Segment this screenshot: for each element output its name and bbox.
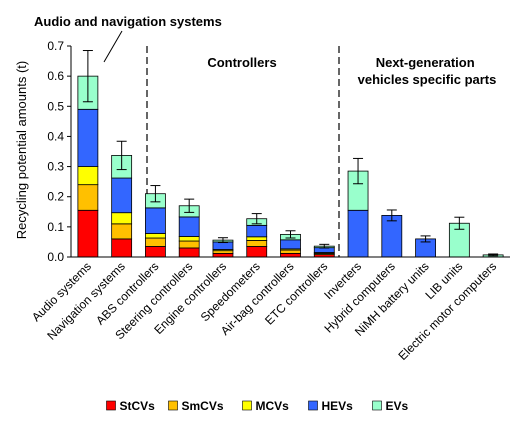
bar-segment-mcvs-5 xyxy=(246,236,268,241)
bar-segment-stcvs-2 xyxy=(145,246,166,258)
bar-segment-smcvs-4 xyxy=(212,250,234,254)
legend-swatch xyxy=(308,400,318,411)
bar-segment-stcvs-3 xyxy=(178,247,200,258)
group-label-next-generation-line-1: Next-generation xyxy=(376,55,475,70)
bar-segment-stcvs-1 xyxy=(111,238,133,258)
bar-segment-smcvs-0 xyxy=(77,184,99,211)
error-bar-4 xyxy=(217,237,228,244)
bar-segment-hevs-9 xyxy=(381,214,403,258)
group-label-next-generation: Next-generation vehicles specific parts xyxy=(358,55,497,87)
y-axis: 0.0 0.1 0.2 0.3 0.4 0.5 0.6 0.7 xyxy=(47,39,510,264)
bar-segment-smcvs-1 xyxy=(111,223,133,240)
legend-swatch xyxy=(168,400,178,411)
bar-segment-mcvs-3 xyxy=(178,236,200,242)
bar-segment-mcvs-0 xyxy=(77,166,99,186)
bar-segment-smcvs-6 xyxy=(280,249,301,254)
legend-item-mcvs: MCVs xyxy=(242,399,290,413)
y-tick-label: 0.2 xyxy=(47,190,64,204)
bar-segment-mcvs-1 xyxy=(111,212,133,225)
legend-item-hevs: HEVs xyxy=(308,399,354,413)
legend-swatch xyxy=(242,400,252,411)
error-bar-7 xyxy=(319,243,330,249)
legend-swatch xyxy=(372,400,382,411)
bar-segment-smcvs-2 xyxy=(145,237,166,247)
error-bar-11 xyxy=(454,216,465,230)
legend: StCVs SmCVs MCVs HEVs EVs xyxy=(106,399,409,413)
y-tick-label: 0.4 xyxy=(47,129,64,143)
error-bars xyxy=(82,50,499,257)
error-bar-12 xyxy=(488,253,499,257)
legend-label: StCVs xyxy=(120,399,156,413)
y-tick-label: 0.3 xyxy=(47,160,64,174)
legend-item-evs: EVs xyxy=(372,399,409,413)
bar-segment-stcvs-0 xyxy=(77,209,99,258)
legend-item-stcvs: StCVs xyxy=(106,399,156,413)
error-bar-0 xyxy=(82,50,93,103)
group-label-audio-navigation: Audio and navigation systems xyxy=(34,14,222,29)
legend-label: EVs xyxy=(386,399,409,413)
bars xyxy=(77,75,504,258)
bar-segment-hevs-8 xyxy=(347,209,369,258)
bar-segment-stcvs-5 xyxy=(246,246,268,258)
bar-segment-smcvs-3 xyxy=(178,240,200,249)
y-tick-label: 0.6 xyxy=(47,69,64,83)
group-label-pointer xyxy=(103,30,123,63)
error-bar-3 xyxy=(184,198,195,213)
error-bar-9 xyxy=(386,209,397,222)
bar-segment-hevs-6 xyxy=(280,239,301,250)
bar-segment-hevs-4 xyxy=(212,241,234,250)
bar-segment-mcvs-2 xyxy=(145,233,166,239)
legend-label: HEVs xyxy=(322,399,354,413)
group-label-next-generation-line-2: vehicles specific parts xyxy=(358,72,497,87)
bar-segment-hevs-0 xyxy=(77,108,99,167)
error-bar-10 xyxy=(420,235,431,243)
bar-segment-hevs-1 xyxy=(111,177,133,214)
legend-label: SmCVs xyxy=(182,399,224,413)
error-bar-5 xyxy=(251,213,262,225)
y-axis-title: Recycling potential amounts (t) xyxy=(14,61,29,239)
error-bar-8 xyxy=(353,157,364,185)
y-tick-label: 0.7 xyxy=(47,39,64,53)
bar-segment-stcvs-6 xyxy=(280,252,301,258)
y-tick-label: 0.0 xyxy=(47,250,64,264)
error-bar-2 xyxy=(150,185,161,203)
bar-segment-hevs-5 xyxy=(246,224,268,238)
error-bar-1 xyxy=(116,140,127,171)
legend-item-smcvs: SmCVs xyxy=(168,399,224,413)
bar-segment-stcvs-4 xyxy=(212,252,234,258)
legend-label: MCVs xyxy=(256,399,290,413)
group-label-controllers: Controllers xyxy=(207,55,276,70)
legend-swatch xyxy=(106,400,116,411)
bar-segment-hevs-2 xyxy=(145,207,166,234)
y-tick-label: 0.1 xyxy=(47,220,64,234)
bar-segment-hevs-3 xyxy=(178,216,200,237)
error-bar-6 xyxy=(285,230,296,239)
bar-segment-smcvs-5 xyxy=(246,240,268,247)
y-tick-label: 0.5 xyxy=(47,99,64,113)
